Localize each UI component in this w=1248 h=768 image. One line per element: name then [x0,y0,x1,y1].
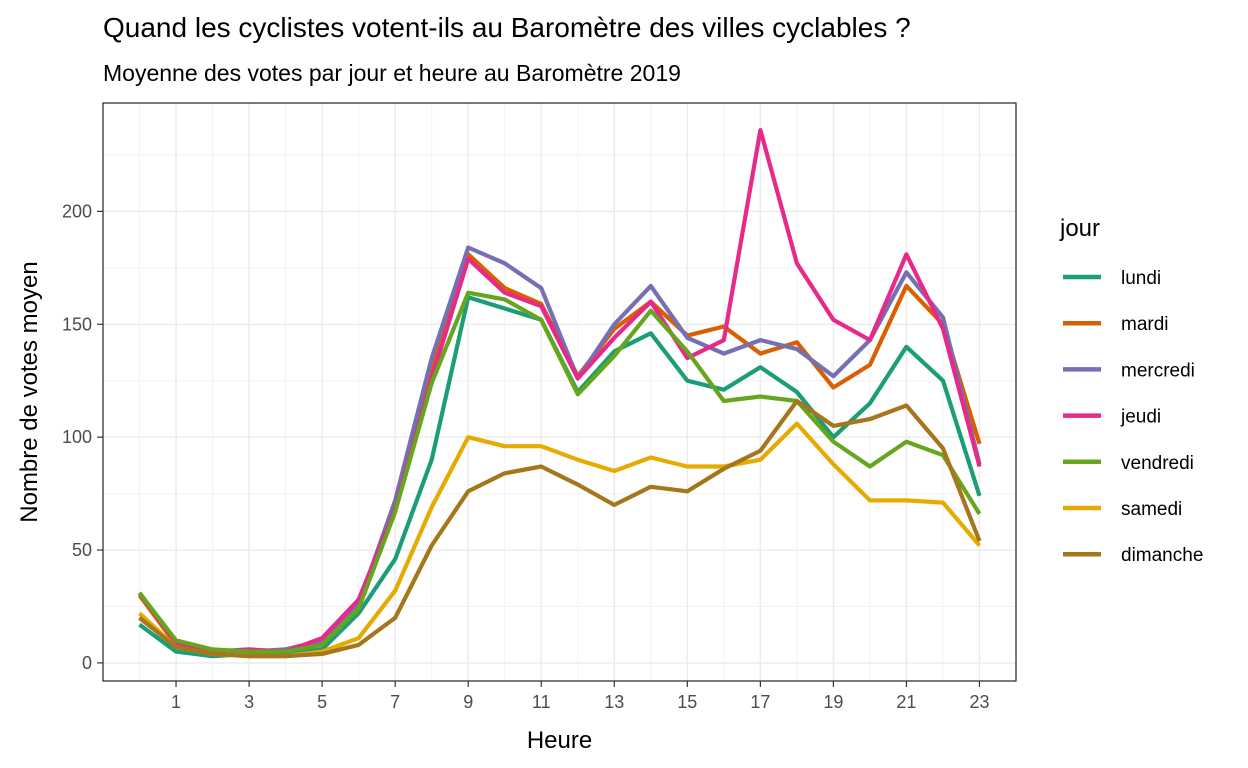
x-axis-title: Heure [527,727,592,754]
series-line-vendredi [137,290,982,654]
y-axis-title: Nombre de votes moyen [16,261,43,522]
x-tick-label: 21 [896,692,916,712]
chart-title: Quand les cyclistes votent-ils au Baromè… [103,12,911,43]
legend-label-dimanche: dimanche [1121,545,1203,566]
chart-subtitle: Moyenne des votes par jour et heure au B… [103,60,681,86]
legend-label-mercredi: mercredi [1121,360,1195,381]
x-tick-label: 17 [750,692,770,712]
grid-layer [103,103,1017,681]
x-tick-label: 23 [969,692,989,712]
x-tick-label: 3 [244,692,254,712]
legend-label-jeudi: jeudi [1120,407,1161,428]
legend-label-vendredi: vendredi [1121,453,1194,474]
x-tick-label: 13 [604,692,624,712]
x-tick-label: 15 [677,692,697,712]
legend: jour lundi mardi mercredi jeudi vendredi same… [1059,215,1203,566]
legend-title: jour [1059,215,1100,242]
y-tick-label: 0 [82,653,92,673]
plot-panel-border [102,102,1017,682]
series-line-dimanche [138,398,982,659]
legend-label-mardi: mardi [1121,314,1169,335]
x-tick-label: 1 [171,692,181,712]
legend-label-samedi: samedi [1121,499,1182,520]
x-tick-label: 7 [390,692,400,712]
legend-label-lundi: lundi [1121,268,1161,289]
y-tick-label: 100 [62,427,92,447]
y-tick-label: 200 [62,201,92,221]
legend-items: lundi mardi mercredi jeudi vendredi samedi dim… [1063,268,1203,566]
y-tick-label: 50 [72,540,92,560]
x-tick-label: 5 [317,692,327,712]
x-tick-label: 9 [463,692,473,712]
y-tick-label: 150 [62,314,92,334]
x-tick-label: 11 [532,692,551,712]
x-tick-label: 19 [823,692,843,712]
lines-layer [137,128,982,659]
plot-panel-background [103,103,1016,681]
